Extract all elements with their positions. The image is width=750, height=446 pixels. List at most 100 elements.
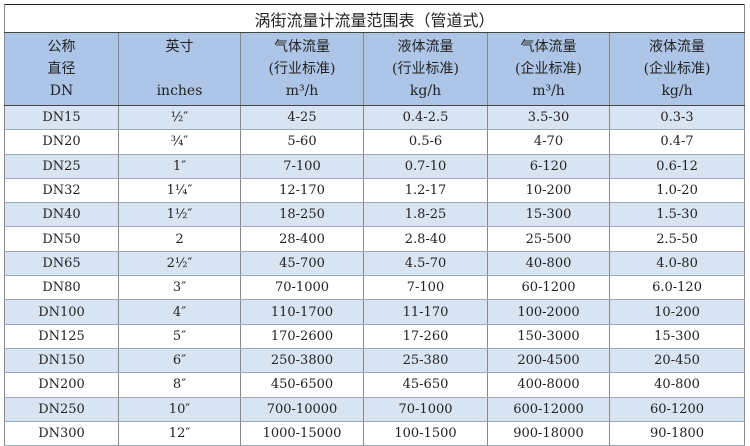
header-line: 直径 [47, 61, 76, 77]
cell-gas-industry: 12-170 [240, 178, 364, 204]
cell-dn: DN200 [4, 372, 119, 398]
cell-gas-enterprise: 25-500 [487, 226, 610, 252]
header-line: m³/h [285, 83, 319, 99]
table-row: DN65 2½″ 45-700 4.5-70 40-800 4.0-80 [4, 251, 746, 277]
header-line: DN [49, 83, 74, 99]
header-line: (企业标准) [515, 61, 582, 77]
cell-dn: DN125 [4, 324, 119, 349]
table-row: DN125 5″ 170-2600 17-260 150-3000 15-300 [4, 324, 746, 349]
cell-gas-enterprise: 10-200 [487, 178, 610, 204]
table-row: DN80 3″ 70-1000 7-100 60-1200 6.0-120 [4, 275, 746, 301]
cell-gas-enterprise: 600-12000 [487, 397, 610, 422]
cell-gas-industry: 18-250 [240, 202, 364, 228]
cell-liquid-enterprise: 60-1200 [608, 397, 746, 422]
header-line: 公称 [47, 39, 76, 55]
table-row: DN40 1½″ 18-250 1.8-25 15-300 1.5-30 [4, 202, 746, 228]
cell-dn: DN250 [4, 397, 119, 422]
cell-gas-enterprise: 15-300 [487, 202, 610, 228]
table-row: DN32 1¼″ 12-170 1.2-17 10-200 1.0-20 [4, 178, 746, 204]
cell-inches: 12″ [118, 421, 241, 446]
cell-dn: DN100 [4, 299, 119, 325]
cell-gas-industry: 250-3800 [240, 348, 364, 374]
header-line: (行业标准) [268, 61, 336, 77]
cell-liquid-industry: 70-1000 [363, 397, 488, 422]
header-line: 气体流量 [274, 39, 330, 55]
table-row: DN20 ¾″ 5-60 0.5-6 4-70 0.4-7 [4, 129, 746, 155]
cell-gas-industry: 700-10000 [240, 397, 364, 422]
cell-liquid-enterprise: 10-200 [608, 299, 746, 325]
table-row: DN15 ½″ 4-25 0.4-2.5 3.5-30 0.3-3 [4, 105, 746, 131]
flow-range-table: 涡街流量计流量范围表（管道式） 公称直径 DN 英寸 inches 气体流量 (行业标准)… [3, 4, 746, 446]
cell-dn: DN50 [4, 226, 119, 252]
cell-inches: 3″ [118, 275, 241, 301]
cell-gas-industry: 5-60 [240, 129, 364, 155]
cell-inches: ¾″ [118, 129, 241, 155]
cell-liquid-industry: 1.2-17 [363, 178, 488, 204]
cell-inches: 1″ [118, 154, 241, 179]
cell-liquid-enterprise: 40-800 [608, 372, 746, 398]
cell-gas-enterprise: 6-120 [487, 154, 610, 179]
header-line: 液体流量 [397, 39, 454, 55]
cell-gas-industry: 28-400 [240, 226, 364, 252]
cell-gas-industry: 170-2600 [240, 324, 364, 349]
cell-gas-enterprise: 400-8000 [487, 372, 610, 398]
cell-liquid-industry: 25-380 [363, 348, 488, 374]
cell-gas-industry: 450-6500 [240, 372, 364, 398]
cell-liquid-industry: 7-100 [363, 275, 488, 301]
table-row: DN300 12″ 1000-15000 100-1500 900-18000 90-18… [4, 421, 746, 446]
cell-liquid-industry: 100-1500 [363, 421, 488, 446]
cell-dn: DN25 [4, 154, 119, 179]
cell-liquid-industry: 1.8-25 [363, 202, 488, 228]
title-row: 涡街流量计流量范围表（管道式） [3, 4, 746, 33]
table-row: DN150 6″ 250-3800 25-380 200-4500 20-450 [4, 348, 746, 374]
cell-liquid-industry: 0.5-6 [363, 129, 488, 155]
cell-liquid-enterprise: 15-300 [608, 324, 746, 349]
cell-gas-enterprise: 100-2000 [487, 299, 610, 325]
cell-liquid-enterprise: 1.5-30 [608, 202, 746, 228]
header-liquid-industry: 液体流量 (行业标准) kg/h [363, 32, 488, 106]
cell-liquid-enterprise: 4.0-80 [608, 251, 746, 277]
cell-dn: DN32 [4, 178, 119, 204]
header-dn: 公称直径 DN [4, 32, 119, 106]
cell-liquid-industry: 0.7-10 [363, 154, 488, 179]
cell-liquid-enterprise: 6.0-120 [608, 275, 746, 301]
cell-dn: DN150 [4, 348, 119, 374]
header-line: inches [156, 83, 203, 99]
cell-liquid-enterprise: 20-450 [608, 348, 746, 374]
cell-liquid-enterprise: 0.4-7 [608, 129, 746, 155]
table-row: DN200 8″ 450-6500 45-650 400-8000 40-800 [4, 372, 746, 398]
table-row: DN250 10″ 700-10000 70-1000 600-12000 60-1200 [4, 397, 746, 422]
cell-dn: DN15 [4, 105, 119, 131]
cell-gas-enterprise: 40-800 [487, 251, 610, 277]
cell-liquid-industry: 45-650 [363, 372, 488, 398]
header-line: 气体流量 [520, 39, 577, 55]
cell-liquid-enterprise: 1.0-20 [608, 178, 746, 204]
cell-liquid-enterprise: 2.5-50 [608, 226, 746, 252]
cell-inches: 5″ [118, 324, 241, 349]
cell-liquid-industry: 2.8-40 [363, 226, 488, 252]
cell-dn: DN40 [4, 202, 119, 228]
table-row: DN25 1″ 7-100 0.7-10 6-120 0.6-12 [4, 154, 746, 179]
cell-inches: 1½″ [118, 202, 241, 228]
table-row: DN50 2 28-400 2.8-40 25-500 2.5-50 [4, 226, 746, 252]
cell-gas-enterprise: 60-1200 [487, 275, 610, 301]
table-row: DN100 4″ 110-1700 11-170 100-2000 10-200 [4, 299, 746, 325]
cell-liquid-industry: 17-260 [363, 324, 488, 349]
cell-gas-enterprise: 150-3000 [487, 324, 610, 349]
cell-liquid-industry: 11-170 [363, 299, 488, 325]
cell-dn: DN65 [4, 251, 119, 277]
header-line: (行业标准) [392, 61, 459, 77]
header-inches: 英寸 inches [118, 32, 241, 106]
header-line: kg/h [409, 83, 442, 99]
header-line: kg/h [661, 83, 693, 99]
cell-inches: 10″ [118, 397, 241, 422]
cell-inches: 8″ [118, 372, 241, 398]
cell-liquid-industry: 0.4-2.5 [363, 105, 488, 131]
header-line: 液体流量 [649, 39, 706, 55]
cell-liquid-enterprise: 90-1800 [608, 421, 746, 446]
cell-gas-industry: 7-100 [240, 154, 364, 179]
cell-gas-enterprise: 4-70 [487, 129, 610, 155]
cell-inches: 2 [118, 226, 241, 252]
header-line: (企业标准) [643, 61, 711, 77]
header-line: 英寸 [165, 39, 194, 55]
